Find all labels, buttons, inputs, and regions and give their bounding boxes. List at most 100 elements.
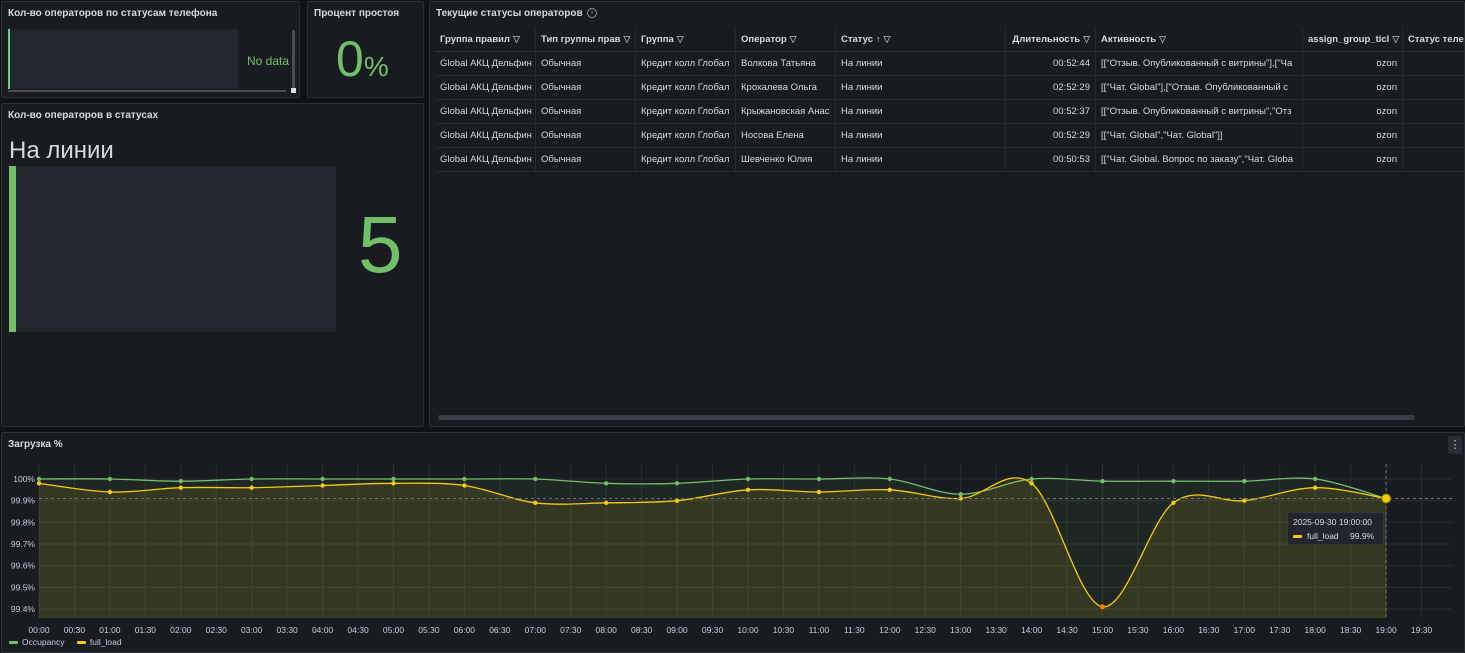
panel-title: Загрузка %	[8, 439, 63, 450]
data-point	[462, 483, 467, 488]
kebab-menu-icon[interactable]: ⋮	[1448, 436, 1462, 454]
table-cell: [["Отзыв. Опубликованный с витрины"],["Ч…	[1096, 52, 1303, 76]
table-cell: Кредит колл Глобал	[636, 148, 736, 172]
table-row[interactable]: Global АКЦ Дельфин Обычная Кредит колл Гло…	[435, 124, 1464, 148]
data-point	[887, 476, 892, 482]
column-header[interactable]: Длительность ▽	[1006, 28, 1096, 52]
data-point	[816, 489, 822, 495]
data-point	[887, 487, 892, 493]
x-tick-label: 08:00	[596, 625, 618, 635]
column-header[interactable]: assign_group_ticl ▽	[1303, 28, 1403, 52]
sort-ascending-icon[interactable]: ↑	[876, 34, 881, 44]
x-tick-label: 19:00	[1375, 625, 1397, 635]
table-row[interactable]: Global АКЦ Дельфин Обычная Кредит колл Гло…	[435, 52, 1464, 76]
x-tick-label: 18:00	[1305, 625, 1327, 635]
column-header[interactable]: Группа ▽	[636, 28, 736, 52]
idle-unit: %	[363, 51, 389, 82]
table-cell: [["Чат. Global. Вопрос по заказу","Чат. …	[1096, 148, 1303, 172]
horizontal-scrollbar[interactable]	[8, 90, 286, 92]
data-point	[107, 476, 113, 482]
column-header-label: Активность	[1101, 34, 1157, 45]
legend-item-full-load[interactable]: full_load	[76, 637, 122, 647]
bar-gauge-edge	[8, 29, 10, 89]
column-header[interactable]: Активность ▽	[1096, 28, 1303, 52]
filter-icon[interactable]: ▽	[623, 34, 631, 44]
x-tick-label: 04:00	[312, 625, 334, 635]
y-tick-label: 100%	[13, 474, 35, 484]
data-point	[533, 476, 538, 482]
no-data-label: No data	[247, 54, 290, 68]
data-point	[816, 476, 822, 482]
table-row[interactable]: Global АКЦ Дельфин Обычная Кредит колл Гло…	[435, 148, 1464, 172]
data-point	[178, 478, 183, 484]
tooltip-time: 2025-09-30 19:00:00	[1293, 517, 1372, 527]
column-header[interactable]: Группа правил ▽	[435, 28, 536, 52]
table-row[interactable]: Global АКЦ Дельфин Обычная Кредит колл Гло…	[435, 76, 1464, 100]
data-point	[1242, 478, 1247, 484]
legend-item-occupancy[interactable]: Occupancy	[9, 637, 65, 647]
x-tick-label: 00:30	[64, 625, 86, 635]
filter-icon[interactable]: ▽	[1083, 34, 1090, 44]
data-point	[674, 481, 680, 486]
column-header[interactable]: Оператор ▽	[736, 28, 836, 52]
filter-icon[interactable]: ▽	[1392, 34, 1400, 44]
table-horizontal-scrollbar[interactable]	[438, 415, 1415, 420]
data-point	[1313, 485, 1318, 490]
bar-gauge-area	[8, 29, 238, 89]
data-point	[320, 476, 325, 482]
data-point	[745, 487, 751, 493]
data-point	[958, 496, 963, 501]
x-tick-label: 07:00	[525, 625, 547, 635]
column-header[interactable]: Статус теле	[1403, 28, 1464, 52]
filter-icon[interactable]: ▽	[883, 34, 891, 44]
table-cell: 00:52:29	[1006, 124, 1096, 148]
filter-icon[interactable]: ▽	[676, 34, 684, 44]
table-cell: ozon	[1303, 100, 1403, 124]
vertical-scrollbar[interactable]	[292, 30, 295, 88]
data-point	[249, 476, 254, 482]
table-row[interactable]: Global АКЦ Дельфин Обычная Кредит колл Гло…	[435, 100, 1464, 124]
x-tick-label: 19:30	[1411, 625, 1433, 635]
filter-icon[interactable]: ▽	[512, 34, 520, 44]
x-tick-label: 17:30	[1269, 625, 1291, 635]
tooltip-value: 99.9%	[1350, 531, 1375, 541]
info-icon[interactable]: i	[587, 8, 597, 18]
legend-swatch	[76, 641, 86, 645]
table-cell: Волкова Татьяна	[736, 52, 836, 76]
x-tick-label: 05:00	[383, 625, 405, 635]
x-tick-label: 11:00	[809, 625, 830, 635]
min-point	[1100, 604, 1105, 610]
column-header-label: Тип группы прав	[541, 34, 621, 45]
idle-value: 0	[336, 31, 364, 87]
x-tick-label: 08:30	[631, 625, 653, 635]
data-point	[462, 476, 467, 482]
data-point	[391, 481, 396, 486]
table-cell: 02:52:29	[1006, 76, 1096, 100]
filter-icon[interactable]: ▽	[1159, 34, 1167, 44]
x-tick-label: 00:00	[28, 625, 50, 635]
hover-point	[1381, 493, 1392, 504]
column-header-label: assign_group_ticl	[1308, 34, 1390, 45]
idle-percent-panel: Процент простоя 0%	[307, 1, 424, 98]
table-cell: 00:52:37	[1006, 100, 1096, 124]
x-tick-label: 10:30	[773, 625, 795, 635]
x-tick-label: 16:00	[1163, 625, 1185, 635]
data-point	[533, 500, 538, 506]
y-tick-label: 99.8%	[11, 517, 36, 527]
x-tick-label: 02:00	[170, 625, 192, 635]
table-cell: Крыжановская Анас	[736, 100, 836, 124]
data-point	[1171, 478, 1176, 484]
x-tick-label: 03:30	[277, 625, 299, 635]
table-cell: Кредит колл Глобал	[636, 76, 736, 100]
x-tick-label: 16:30	[1198, 625, 1220, 635]
column-header[interactable]: Тип группы прав ▽	[536, 28, 636, 52]
data-point	[1242, 498, 1247, 503]
table-cell: Обычная	[536, 52, 636, 76]
column-header[interactable]: Статус ↑ ▽	[836, 28, 1006, 52]
tooltip-series: full_load	[1307, 531, 1339, 541]
table-cell: Обычная	[536, 76, 636, 100]
filter-icon[interactable]: ▽	[789, 34, 797, 44]
table-cell: На линии	[836, 124, 1006, 148]
chart-tooltip: 2025-09-30 19:00:00 full_load 99.9%	[1287, 512, 1384, 545]
y-tick-label: 99.5%	[11, 582, 36, 592]
